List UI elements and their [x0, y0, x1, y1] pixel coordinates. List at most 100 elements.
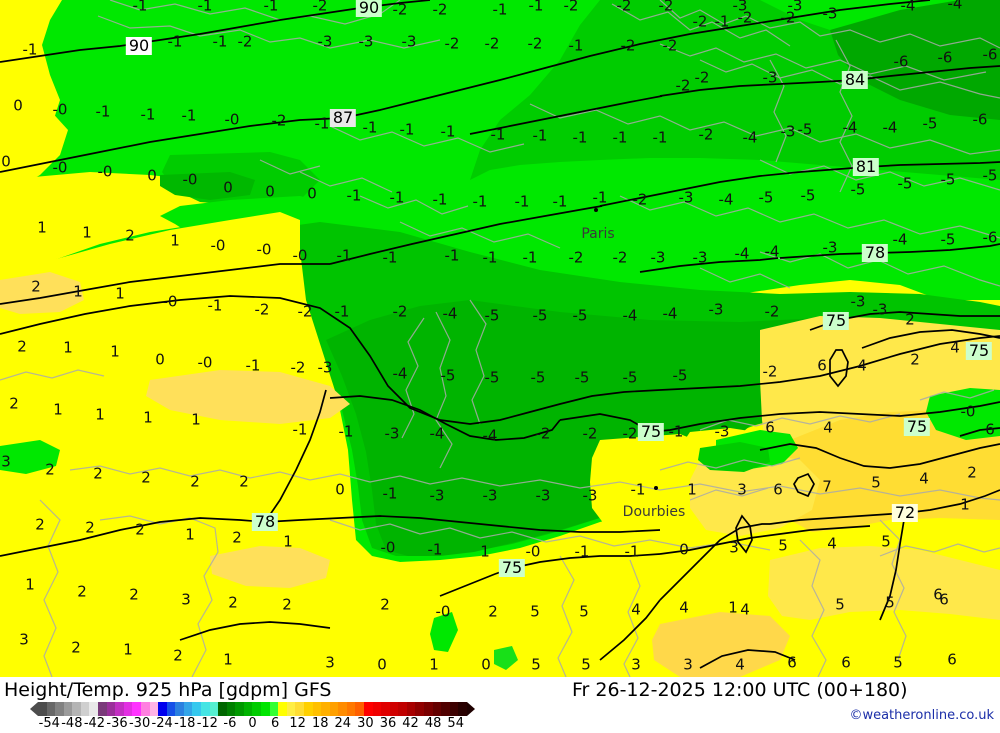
color-scale-segment — [355, 702, 364, 716]
temperature-value: -3 — [384, 424, 400, 443]
color-scale-tick-label: -36 — [106, 716, 128, 731]
color-scale-tick-label: 0 — [248, 716, 257, 731]
color-scale-segment — [381, 702, 390, 716]
layer-orange-2 — [784, 410, 1000, 532]
city-marker-dot — [594, 208, 598, 212]
color-scale-segment — [303, 702, 313, 716]
temperature-value: 5 — [893, 653, 903, 672]
temperature-value: 5 — [885, 593, 895, 612]
temperature-value: -3 — [762, 68, 778, 87]
temperature-value: 2 — [905, 310, 915, 329]
temperature-value: -1 — [263, 0, 279, 15]
color-scale-segment — [295, 702, 304, 716]
color-scale-segment — [55, 702, 64, 716]
temperature-value: -0 — [182, 170, 198, 189]
temperature-value: 3 — [737, 480, 747, 499]
temperature-value: 3 — [631, 655, 641, 674]
temperature-value: -1 — [382, 484, 398, 503]
contour-75-south — [439, 553, 661, 597]
temperature-value: 1 — [143, 408, 153, 427]
temperature-value: -3 — [429, 486, 445, 505]
temperature-value: 5 — [778, 536, 788, 555]
temperature-value: -4 — [429, 424, 445, 443]
temperature-value: -2 — [297, 302, 313, 321]
contour-small-1 — [829, 349, 849, 388]
temperature-value: -1 — [346, 186, 362, 205]
temperature-value: -4 — [742, 128, 758, 147]
temperature-value: 2 — [17, 337, 27, 356]
color-scale-segment — [175, 702, 184, 716]
color-scale-segment — [312, 702, 322, 716]
temperature-value: 2 — [141, 468, 151, 487]
temperature-value: -1 — [389, 188, 405, 207]
temperature-value: -0 — [960, 402, 976, 421]
color-scale-segment — [372, 702, 382, 716]
layer-orange-5 — [146, 370, 350, 424]
temperature-value: 5 — [881, 532, 891, 551]
temperature-value: -2 — [563, 0, 579, 15]
temperature-value: -5 — [672, 366, 688, 385]
color-scale-segment — [115, 702, 124, 716]
temperature-value: -2 — [620, 36, 636, 55]
temperature-value: -0 — [162, 292, 178, 311]
temperature-value: -1 — [612, 128, 628, 147]
temperature-value: -1 — [336, 246, 352, 265]
temperature-value: -0 — [435, 602, 451, 621]
temperature-value: -3 — [678, 188, 694, 207]
color-scale-segment — [338, 702, 347, 716]
temperature-value: 4 — [857, 356, 867, 375]
temperature-value: 2 — [228, 593, 238, 612]
layer-green-dark-ne — [830, 0, 1000, 120]
temperature-value: -0 — [197, 353, 213, 372]
temperature-value: 5 — [581, 655, 591, 674]
temperature-value: -1 — [630, 480, 646, 499]
color-scale-segment — [363, 702, 373, 716]
temperature-value: -0 — [52, 100, 68, 119]
color-scale-segment — [235, 702, 244, 716]
temperature-value: -0 — [210, 236, 226, 255]
temperature-value: -0 — [525, 542, 541, 561]
temperature-value: -1 — [472, 192, 488, 211]
temperature-value: -1 — [528, 0, 544, 15]
height-contour-label: 87 — [329, 109, 357, 127]
temperature-value: -5 — [484, 306, 500, 325]
temperature-value: -5 — [484, 368, 500, 387]
map-layers — [0, 0, 1000, 677]
temperature-value: 2 — [135, 520, 145, 539]
temperature-value: -1 — [314, 114, 330, 133]
temperature-value: -4 — [882, 118, 898, 137]
color-scale-segment — [106, 702, 116, 716]
temperature-value: -2 — [254, 300, 270, 319]
temperature-value: -0 — [256, 240, 272, 259]
temperature-value: -6 — [982, 228, 998, 247]
temperature-value: -0 — [292, 246, 308, 265]
temperature-value: 4 — [919, 469, 929, 488]
contour-72b — [699, 523, 770, 561]
temperature-value: -4 — [900, 0, 916, 15]
color-scale-tick-label: -54 — [38, 716, 60, 731]
temperature-value: -1 — [399, 120, 415, 139]
temperature-value: -1 — [207, 296, 223, 315]
temperature-value: -1 — [492, 0, 508, 19]
temperature-value: -4 — [662, 304, 678, 323]
temperature-value: 6 — [947, 650, 957, 669]
color-scale[interactable]: -54 -48 -42 -36 -30 -24 -18 -12 -6 0 6 12 18 24 30 36 42… — [30, 702, 475, 732]
temperature-value: 2 — [967, 463, 977, 482]
color-scale-tick-label: 54 — [447, 716, 464, 731]
temperature-value: 5 — [871, 473, 881, 492]
temperature-value: -1 — [338, 422, 354, 441]
color-scale-segment — [38, 702, 47, 716]
temperature-value: 6 — [933, 585, 943, 604]
contour-72d — [599, 599, 661, 661]
temperature-value: -1 — [514, 192, 530, 211]
temperature-value: -6 — [982, 45, 998, 64]
map-canvas[interactable]: -1 -1 -1 -2 -2 -2 -1 -1 -2 -2 -2 -3 -3 -4 -4 -1 -1 -1 -2 -3… — [0, 0, 1000, 677]
color-scale-segment — [158, 702, 167, 716]
temperature-value: -4 — [442, 304, 458, 323]
temperature-value: -1 — [382, 248, 398, 267]
temperature-value: -3 — [822, 238, 838, 257]
color-scale-segment — [132, 702, 141, 716]
temperature-value: -2 — [484, 34, 500, 53]
temperature-value: -1 — [652, 128, 668, 147]
